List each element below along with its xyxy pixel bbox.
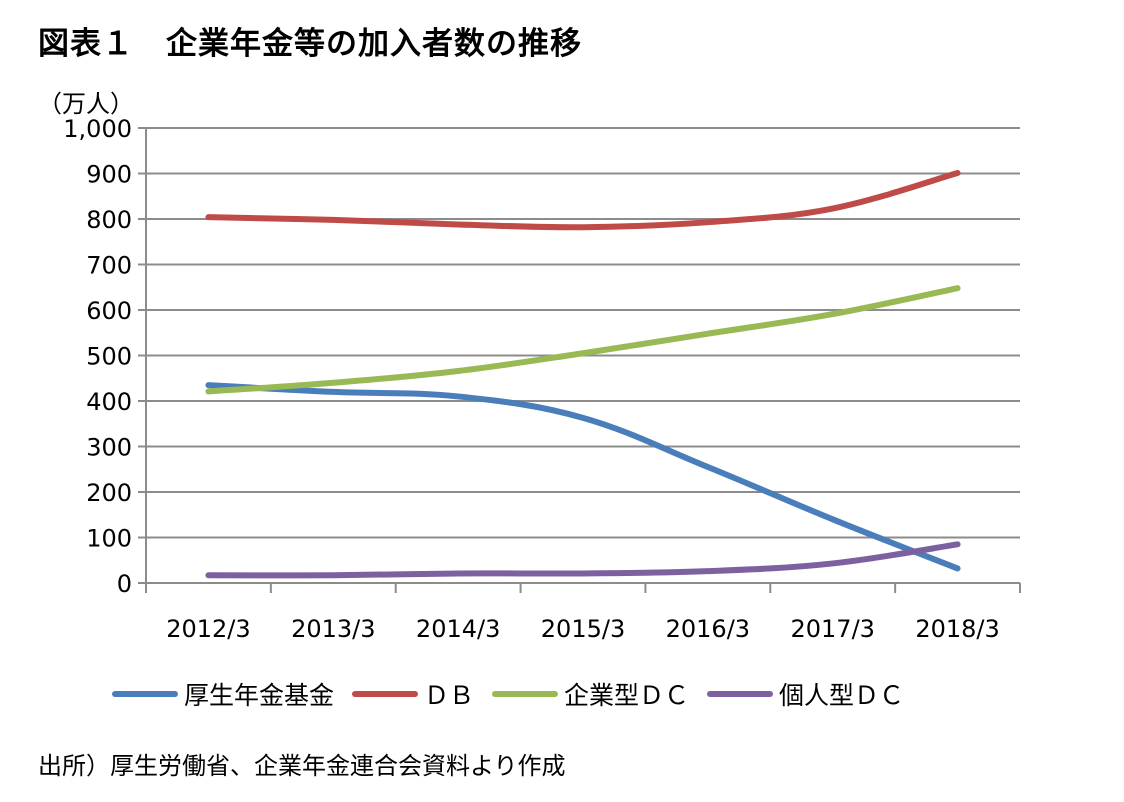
y-tick-label: 500: [86, 343, 132, 371]
legend-item-1: 厚生年金基金: [112, 676, 334, 712]
x-tick-label: 2013/3: [291, 615, 375, 643]
series-lines: [205, 170, 961, 579]
y-tick-label: 1,000: [63, 115, 132, 143]
x-tick-label: 2017/3: [790, 615, 874, 643]
y-tick-label: 100: [86, 525, 132, 553]
legend-label: 個人型ＤＣ: [779, 681, 905, 710]
legend-swatch: [112, 691, 178, 697]
legend-swatch: [707, 691, 774, 697]
y-tick-label: 900: [86, 161, 132, 189]
x-tick-label: 2012/3: [166, 615, 250, 643]
gridlines: [146, 127, 1020, 539]
x-tick-label: 2015/3: [541, 615, 625, 643]
x-tick-labels: 2012/3 2013/3 2014/3 2015/3 2016/3 2017/3 2018…: [166, 615, 1000, 643]
legend-swatch: [352, 691, 419, 697]
legend-swatch: [492, 691, 559, 697]
y-tick-label: 0: [117, 570, 132, 598]
x-tick-label: 2018/3: [915, 615, 999, 643]
y-tick-label: 200: [86, 479, 132, 507]
legend-item-3: 企業型ＤＣ: [492, 676, 689, 712]
x-tick-label: 2014/3: [416, 615, 500, 643]
y-tick-label: 600: [86, 297, 132, 325]
legend-label: ＤＢ: [424, 681, 475, 710]
y-tick-label: 400: [86, 388, 132, 416]
line-chart: 0 100 200 300 400 500 600 700 800 900 1,000 2012/3…: [63, 115, 1021, 643]
legend-label: 企業型ＤＣ: [564, 681, 690, 710]
legend-label: 厚生年金基金: [184, 681, 335, 710]
legend: 厚生年金基金 ＤＢ 企業型ＤＣ 個人型ＤＣ: [112, 676, 922, 712]
source-note: 出所）厚生労働省、企業年金連合会資料より作成: [38, 752, 566, 780]
x-tick-label: 2016/3: [666, 615, 750, 643]
y-tick-label: 800: [86, 206, 132, 234]
series-line-4: [205, 541, 961, 579]
y-tick-label: 300: [86, 434, 132, 462]
legend-item-2: ＤＢ: [352, 676, 474, 712]
y-axis-unit-label: （万人）: [38, 90, 134, 118]
legend-item-4: 個人型ＤＣ: [707, 676, 904, 712]
series-line-1: [205, 382, 961, 572]
y-tick-labels: 0 100 200 300 400 500 600 700 800 900 1,000: [63, 115, 132, 598]
series-line-2: [205, 170, 961, 231]
y-tick-label: 700: [86, 252, 132, 280]
axes: [138, 127, 1021, 593]
chart-title: 図表１ 企業年金等の加入者数の推移: [38, 26, 582, 62]
series-line-3: [205, 285, 961, 395]
